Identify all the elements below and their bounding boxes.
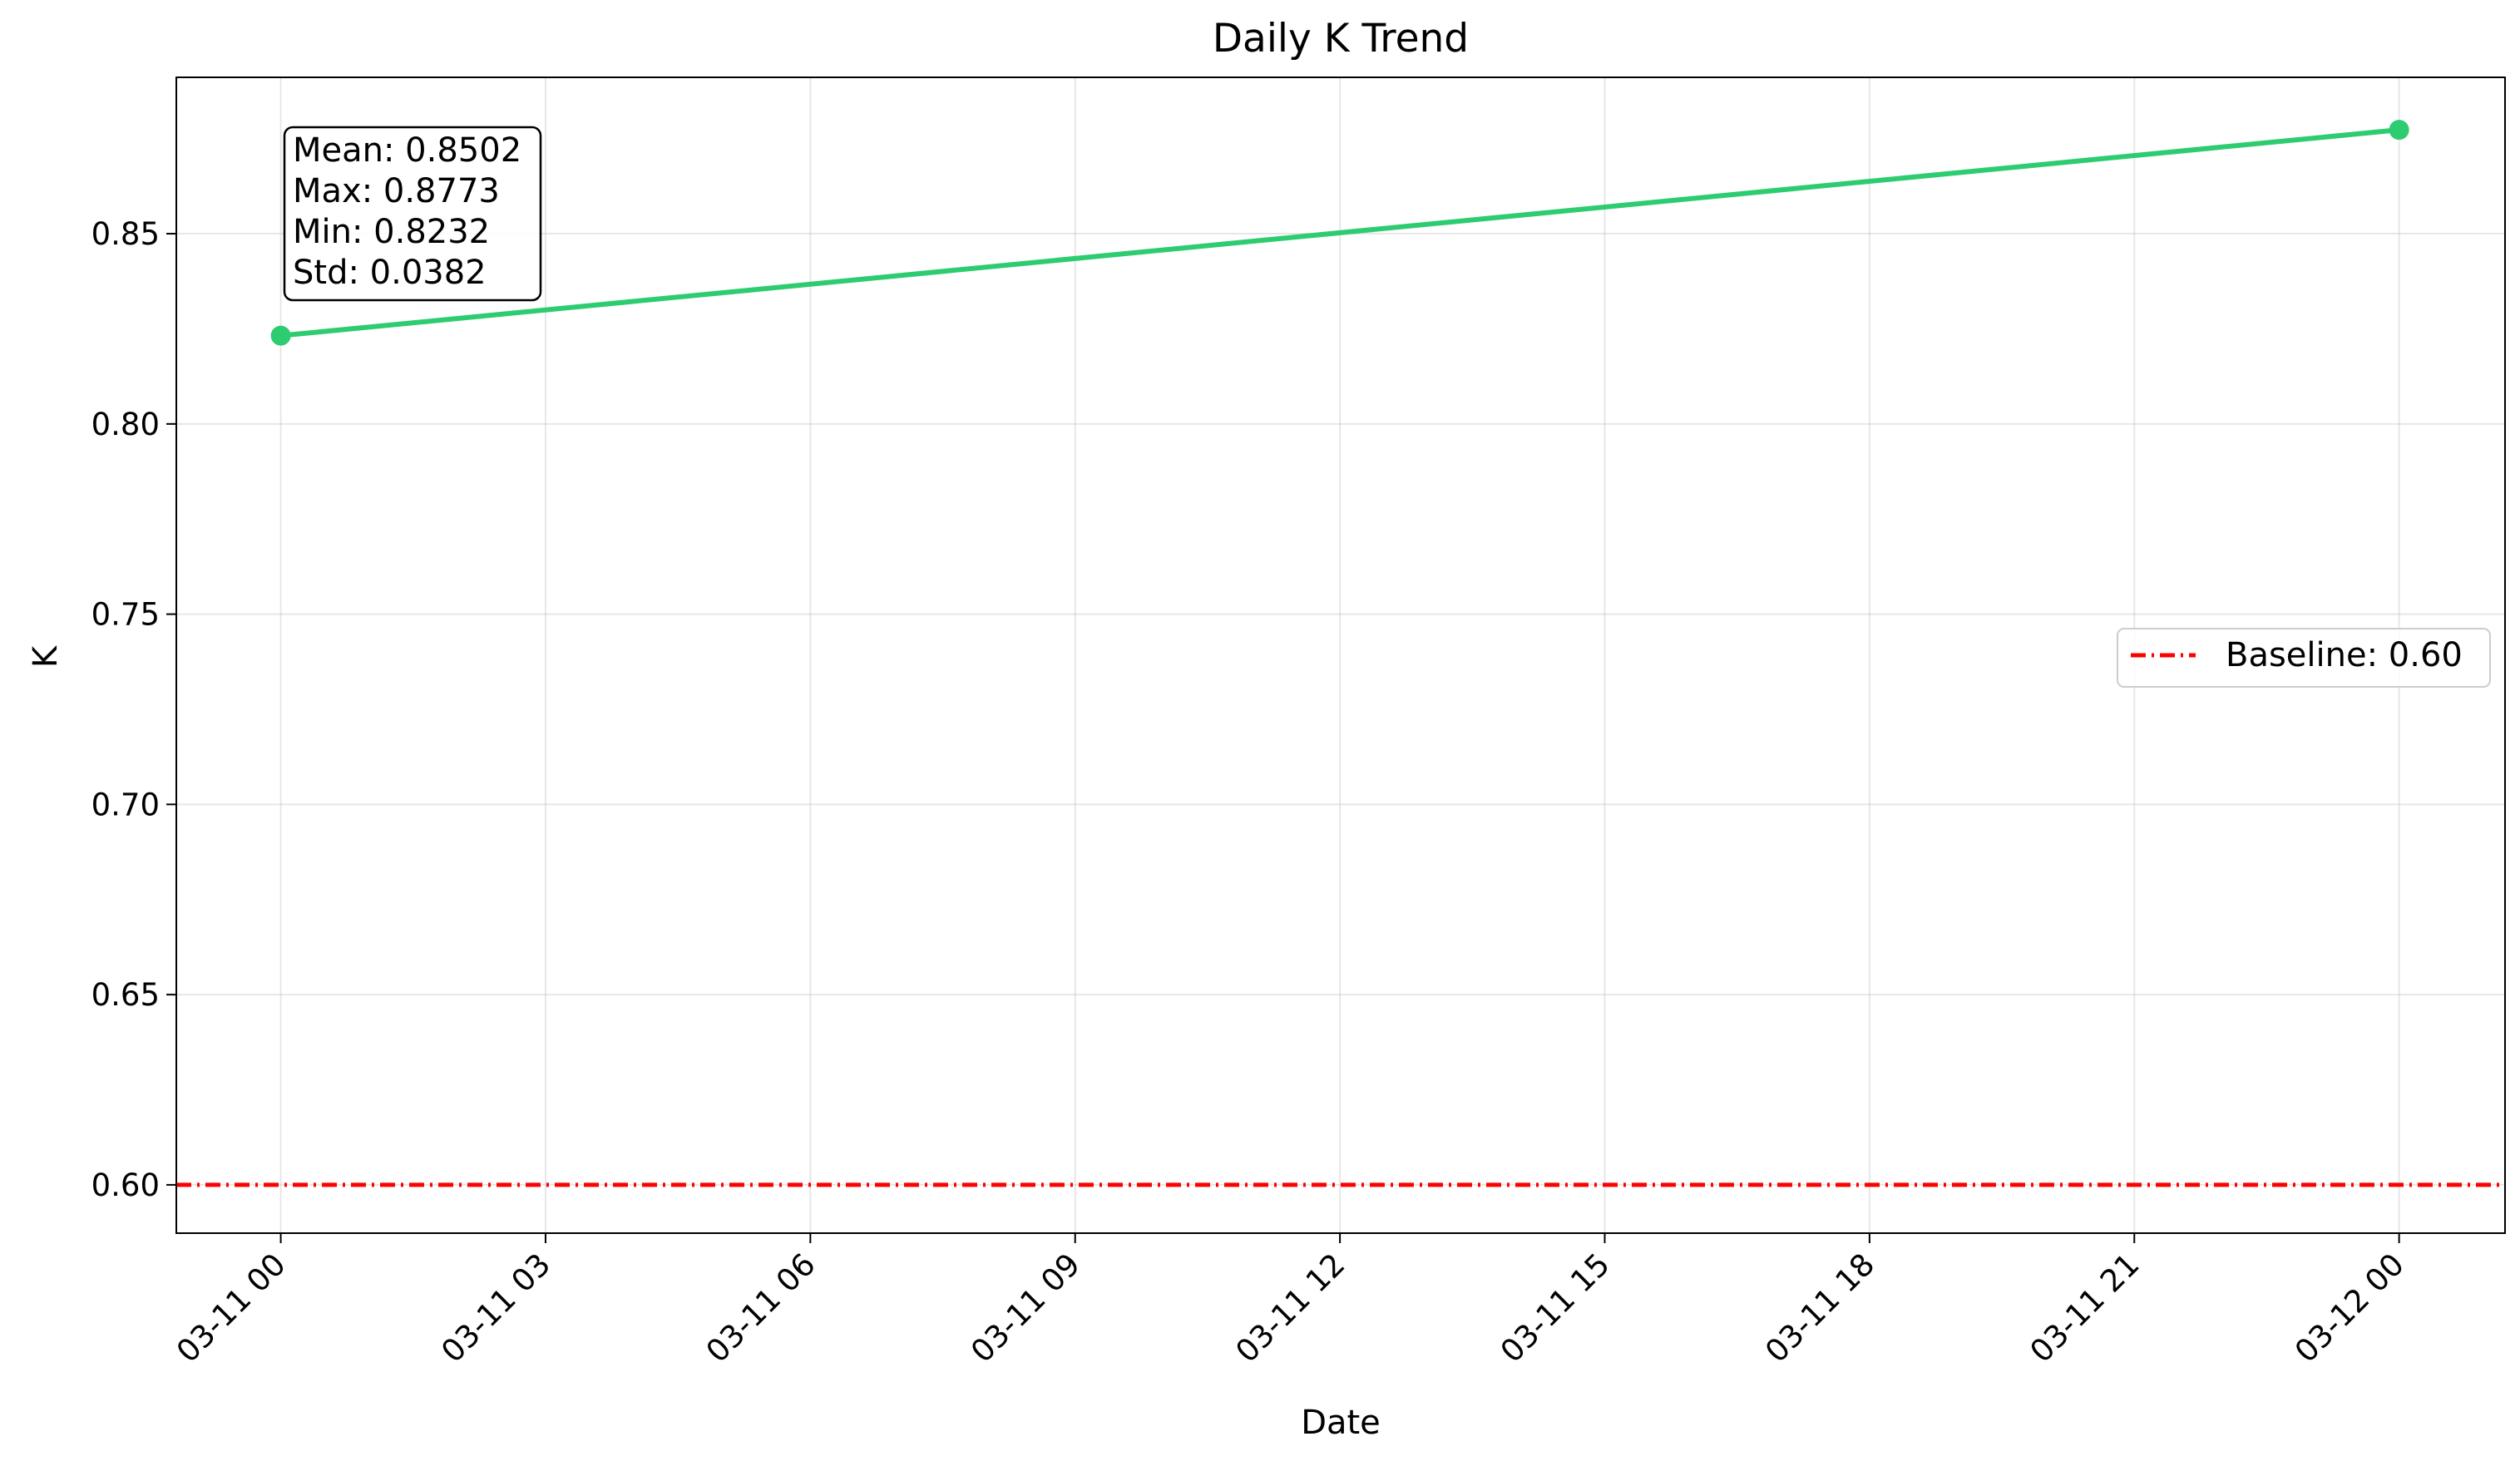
y-tick-label: 0.65 <box>91 977 160 1013</box>
y-tick-label: 0.75 <box>91 597 160 633</box>
stats-min: Min: 0.8232 <box>293 213 490 251</box>
y-tick-label: 0.70 <box>91 787 160 822</box>
legend: Baseline: 0.60 <box>2117 628 2491 688</box>
stats-box: Mean: 0.8502 Max: 0.8773 Min: 0.8232 Std… <box>283 126 542 302</box>
stats-std: Std: 0.0382 <box>293 254 487 292</box>
stats-mean: Mean: 0.8502 <box>293 131 521 170</box>
chart-title: Daily K Trend <box>1213 16 1469 62</box>
stats-max: Max: 0.8773 <box>293 172 500 210</box>
y-tick-label: 0.80 <box>91 407 160 442</box>
stats-box-frame <box>283 126 542 302</box>
series-layer <box>270 120 2409 346</box>
y-axis-label: K <box>27 644 65 668</box>
y-tick-label: 0.60 <box>91 1167 160 1203</box>
y-tick-label: 0.85 <box>91 216 160 252</box>
legend-frame <box>2117 628 2491 688</box>
x-axis-label: Date <box>1301 1404 1381 1442</box>
series-line <box>280 127 2399 338</box>
legend-baseline-label: Baseline: 0.60 <box>2226 636 2463 674</box>
data-point <box>2389 120 2409 141</box>
data-point <box>270 325 291 346</box>
